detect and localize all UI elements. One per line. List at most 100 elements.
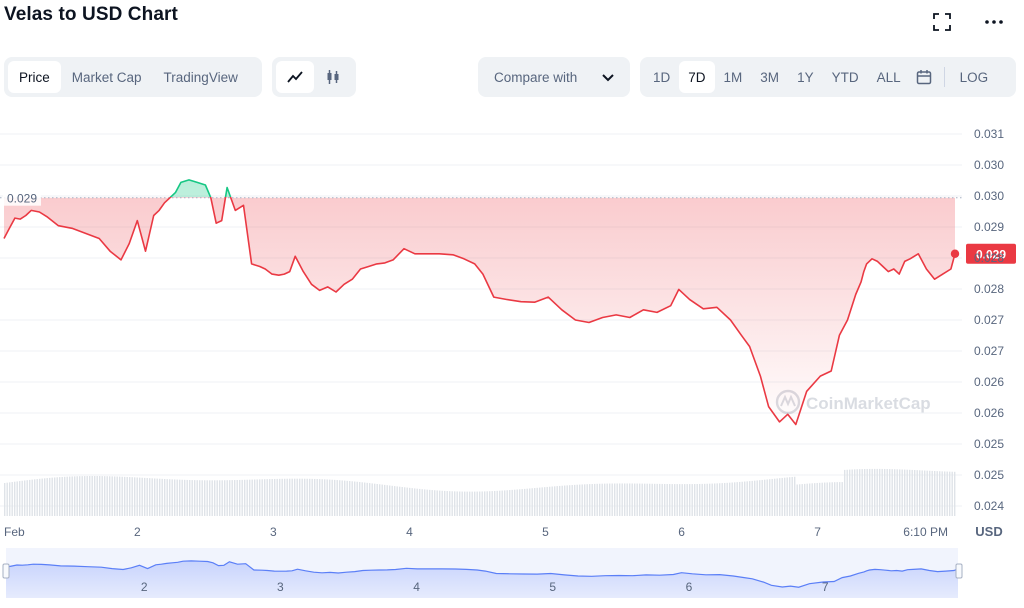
volume-bar (274, 478, 276, 516)
navigator-tick-label: 6 (686, 580, 693, 594)
volume-bar (409, 487, 411, 516)
volume-bar (494, 490, 496, 516)
volume-bar (221, 480, 223, 516)
range-navigator[interactable]: 2 3 4 5 6 7 (0, 548, 1024, 600)
volume-bar (416, 488, 418, 516)
volume-bar (266, 479, 268, 516)
volume-bar (354, 481, 356, 516)
volume-bar (704, 483, 706, 516)
currency-label: USD (975, 524, 1002, 539)
volume-bar (834, 482, 836, 516)
volume-bar (786, 477, 788, 516)
range-divider (943, 67, 945, 87)
range-1y[interactable]: 1Y (797, 69, 814, 85)
compare-label: Compare with (494, 69, 578, 85)
volume-bar (599, 483, 601, 516)
volume-bar (29, 479, 31, 516)
volume-bar (19, 481, 21, 516)
page-title: Velas to USD Chart (4, 4, 178, 25)
volume-bar (101, 476, 103, 516)
tab-market-cap[interactable]: Market Cap (71, 69, 142, 85)
range-ytd[interactable]: YTD (831, 69, 859, 85)
volume-bar (369, 483, 371, 516)
volume-bar (141, 477, 143, 516)
volume-bar (389, 485, 391, 516)
range-3m[interactable]: 3M (760, 69, 780, 85)
volume-bar (321, 479, 323, 516)
volume-bar (224, 480, 226, 516)
volume-bar (309, 478, 311, 516)
volume-bar (521, 489, 523, 516)
volume-bar (889, 469, 891, 516)
volume-bar (614, 483, 616, 516)
volume-bar (689, 484, 691, 516)
volume-bar (134, 477, 136, 516)
range-7d[interactable]: 7D (679, 61, 715, 93)
volume-bar (919, 470, 921, 516)
volume-bar (751, 480, 753, 516)
volume-bar (149, 478, 151, 516)
fullscreen-icon[interactable] (930, 10, 954, 34)
volume-bar (716, 483, 718, 516)
volume-bar (944, 471, 946, 516)
volume-bar (891, 469, 893, 516)
volume-bar (61, 476, 63, 516)
volume-bar (551, 486, 553, 516)
x-axis: Feb 2 3 4 5 6 7 6:10 PM (4, 525, 948, 539)
volume-bar (96, 476, 98, 516)
log-toggle[interactable]: LOG (959, 69, 989, 85)
volume-bar (79, 476, 81, 516)
volume-bar (179, 479, 181, 516)
volume-bar (584, 484, 586, 516)
candlestick-icon[interactable] (314, 61, 352, 93)
volume-bar (241, 479, 243, 516)
range-all[interactable]: ALL (876, 69, 901, 85)
volume-bar (486, 491, 488, 516)
volume-bar (211, 480, 213, 516)
volume-bar (594, 483, 596, 516)
volume-bar (721, 483, 723, 516)
volume-bar (869, 468, 871, 516)
range-1m[interactable]: 1M (723, 69, 743, 85)
price-line-down (3, 197, 956, 426)
volume-bar (936, 471, 938, 516)
volume-bar (491, 491, 493, 516)
compare-with-dropdown[interactable]: Compare with (478, 57, 630, 97)
volume-bar (269, 479, 271, 516)
volume-bar (754, 480, 756, 516)
volume-bar (451, 491, 453, 516)
volume-bar (641, 483, 643, 516)
volume-bar (549, 486, 551, 516)
volume-bar (676, 484, 678, 516)
navigator-tick-label: 5 (549, 580, 556, 594)
volume-bar (171, 479, 173, 516)
volume-bar (129, 477, 131, 516)
volume-bar (229, 480, 231, 516)
volume-bar (114, 476, 116, 516)
volume-bar (806, 483, 808, 516)
volume-bar (276, 478, 278, 516)
volume-bar (166, 479, 168, 516)
volume-bar (829, 482, 831, 516)
volume-bar (559, 485, 561, 516)
tab-price[interactable]: Price (8, 61, 61, 93)
volume-bar (636, 483, 638, 516)
volume-bar (59, 477, 61, 516)
tab-tradingview[interactable]: TradingView (163, 69, 238, 85)
range-1d[interactable]: 1D (653, 69, 671, 85)
volume-bar (524, 488, 526, 516)
price-line-up (169, 179, 232, 197)
line-chart-icon[interactable] (276, 61, 314, 93)
volume-bar (334, 479, 336, 516)
volume-bar (896, 469, 898, 516)
volume-bar (116, 476, 118, 516)
navigator-handle (955, 563, 963, 579)
volume-bar (726, 482, 728, 516)
volume-bar (951, 471, 953, 516)
y-axis: 0.0310.0300.0300.0290.0280.0280.0270.027… (974, 127, 1004, 513)
navigator-area (6, 560, 958, 598)
volume-bar (106, 476, 108, 516)
calendar-icon[interactable] (910, 61, 938, 93)
volume-bar (381, 484, 383, 516)
more-icon[interactable] (982, 10, 1006, 34)
